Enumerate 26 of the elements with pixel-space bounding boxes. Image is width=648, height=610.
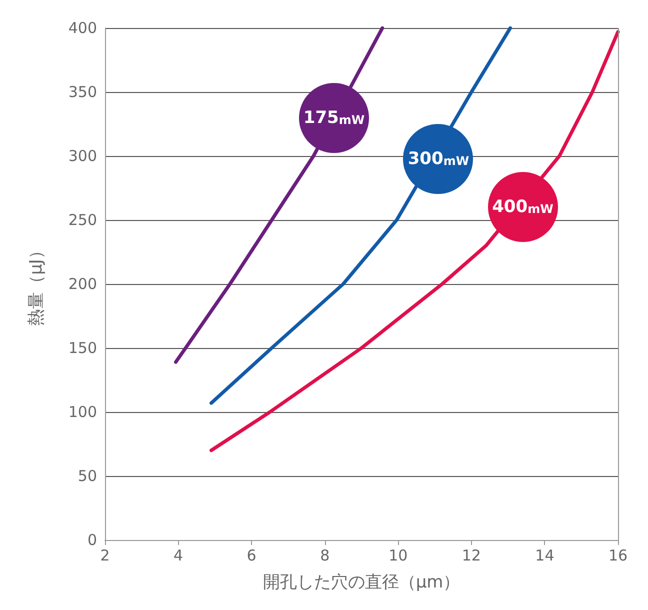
x-tick-label: 14 [535,546,554,564]
round-badge: 175mW [299,82,370,153]
round-badge: 300mW [403,124,474,194]
annotation: 175mW [303,108,365,128]
y-tick-label: 0 [87,531,97,549]
y-tick-label: 50 [78,467,97,485]
x-tick-label: 10 [388,546,408,564]
x-tick-label: 12 [462,546,481,564]
y-tick-label: 100 [68,403,97,421]
x-tick-label: 16 [608,546,628,564]
x-axis-title: 開孔した穴の直径（μm） [262,572,460,592]
round-badge: 400mW [488,172,558,242]
x-tick-label: 6 [246,546,256,564]
annotation: 400mW [492,197,554,218]
annotation: 300mW [408,148,470,169]
x-tick-label: 8 [320,546,330,564]
x-tick-label: 2 [100,546,110,564]
y-tick-label: 400 [68,19,97,37]
x-tick-label: 4 [174,546,184,564]
y-tick-label: 350 [68,83,97,101]
y-tick-label: 250 [68,211,97,229]
y-tick-label: 150 [68,339,97,357]
y-axis-title: 熱量（μJ） [26,242,46,326]
y-tick-label: 200 [68,275,97,293]
line-series [210,30,620,452]
y-tick-label: 300 [68,147,97,165]
